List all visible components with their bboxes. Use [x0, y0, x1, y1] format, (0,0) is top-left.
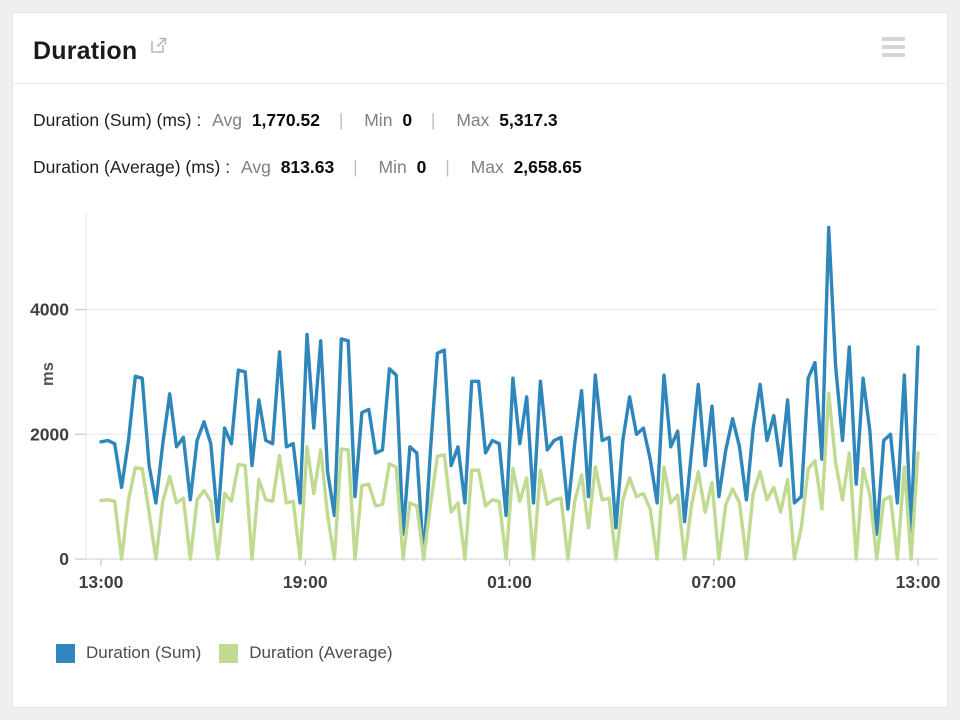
legend-item-average[interactable]: Duration (Average) — [219, 643, 396, 663]
summary-stats: Duration (Sum) (ms) : Avg 1,770.52 | Min… — [13, 84, 947, 178]
external-link-icon[interactable] — [149, 36, 168, 60]
svg-text:13:00: 13:00 — [896, 572, 941, 592]
svg-text:2000: 2000 — [30, 424, 69, 444]
average-legend-swatch — [219, 643, 239, 663]
svg-text:0: 0 — [59, 549, 69, 569]
sum-series-line[interactable] — [99, 225, 920, 561]
legend-item-sum[interactable]: Duration (Sum) — [56, 643, 205, 663]
average-max-value: 2,658.65 — [513, 157, 582, 177]
duration-chart[interactable]: 0 2000 4000 13:00 19:00 01:00 07:00 13:00 ms — [13, 204, 949, 604]
average-legend-label: Duration (Average) — [249, 643, 393, 662]
separator: | — [430, 110, 436, 130]
svg-text:07:00: 07:00 — [691, 572, 736, 592]
sum-legend-swatch — [56, 643, 75, 663]
sum-max-label: Max — [456, 110, 490, 130]
svg-text:19:00: 19:00 — [283, 572, 328, 592]
separator: | — [338, 110, 344, 130]
average-metric-name: Duration (Average) (ms) : — [33, 157, 231, 177]
widget-header: Duration — [13, 13, 947, 84]
sum-max-value: 5,317.3 — [499, 110, 558, 130]
average-series-line[interactable] — [99, 391, 920, 561]
widget-title: Duration — [33, 36, 138, 65]
sum-avg-value: 1,770.52 — [251, 110, 320, 130]
average-max-label: Max — [470, 157, 504, 177]
chart-area[interactable]: 0 2000 4000 13:00 19:00 01:00 07:00 13:00 ms — [13, 204, 947, 609]
sum-metric-name: Duration (Sum) (ms) : — [33, 110, 202, 130]
average-avg-value: 813.63 — [280, 157, 335, 177]
sum-min-value: 0 — [402, 110, 413, 130]
sum-avg-label: Avg — [212, 110, 242, 130]
sum-legend-label: Duration (Sum) — [86, 643, 202, 662]
sum-min-label: Min — [364, 110, 393, 130]
svg-text:4000: 4000 — [30, 300, 69, 320]
average-avg-label: Avg — [240, 157, 271, 177]
y-axis-unit-label: ms — [39, 362, 57, 386]
average-stat-line: Duration (Average) (ms) : Avg 813.63 | M… — [33, 157, 927, 178]
hamburger-menu-icon[interactable] — [882, 37, 905, 57]
duration-widget-card: Duration Duration (Sum) (ms) : Avg 1,770… — [12, 12, 948, 708]
svg-text:13:00: 13:00 — [79, 572, 124, 592]
separator: | — [353, 157, 358, 177]
chart-legend: Duration (Sum) Duration (Average) — [56, 643, 947, 663]
sum-stat-line: Duration (Sum) (ms) : Avg 1,770.52 | Min… — [33, 110, 927, 131]
axis-labels: 0 2000 4000 13:00 19:00 01:00 07:00 13:00 — [30, 300, 941, 592]
separator: | — [445, 157, 450, 177]
average-min-label: Min — [378, 157, 407, 177]
svg-text:01:00: 01:00 — [487, 572, 532, 592]
average-min-value: 0 — [416, 157, 427, 177]
